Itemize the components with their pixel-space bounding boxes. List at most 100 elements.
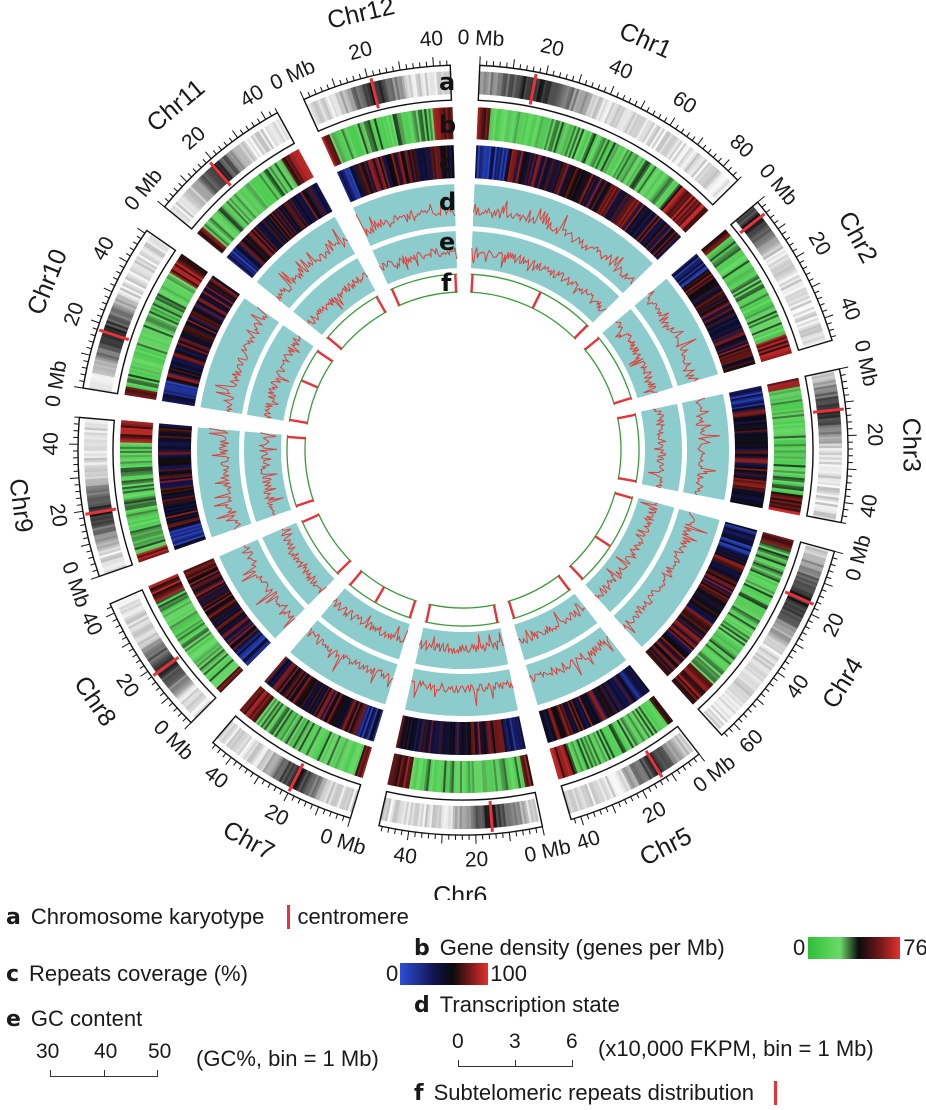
karyotype-track [478,71,735,202]
gc-line [306,272,369,325]
repeats-max: 100 [490,961,527,986]
transcription-line [472,200,635,285]
karyotype-outline [109,588,217,724]
transcription-line [307,627,394,688]
tick-label: 20 [346,37,374,65]
tick-label: 20 [465,848,489,872]
legend-d-letter: d [414,993,430,1018]
transcription-panel [256,216,356,309]
gc-panel [246,325,314,421]
subtelomeric-track [301,512,352,576]
gene-density-track [671,531,794,705]
centromere-mark [488,800,494,832]
centromere-mark [644,749,664,778]
tick-label: 0 Mb [754,160,802,211]
legend-c-letter: c [6,962,20,987]
karyotype-outline [729,201,833,352]
transcription-panel [472,184,653,294]
subtelomeric-mark [531,291,542,309]
legend-c-text: Repeats coverage (%) [29,961,248,986]
centromere-mark [528,73,538,105]
karyotype-track [735,206,827,350]
tick-label: 40 [419,27,444,52]
subtelomeric-mark [569,565,584,580]
gc-line [257,432,284,516]
track-label-c: c [439,149,453,177]
legend-f-letter: f [414,1081,424,1106]
tick-label: 20 [59,299,88,329]
tick-label: 20 [818,610,849,641]
track-label-f: f [441,269,452,297]
tx-scale-0: 0 [452,1030,464,1053]
chromosome-label: Chr6 [433,881,487,900]
legend-b-letter: b [414,936,430,961]
subtelomeric-track [568,491,634,581]
subtelomeric-mark [316,350,333,363]
transcription-line [411,679,514,706]
tx-scale-6: 6 [566,1030,578,1053]
legend-c: c Repeats coverage (%) [6,961,248,987]
gc-line [471,247,607,312]
subtelomeric-track [288,349,334,425]
subtelomeric-mark [425,604,432,623]
tick-label: 20 [639,797,670,828]
legend-b-text: Gene density (genes per Mb) [439,935,725,960]
gene-density-colorbar: 0 76 [793,935,926,961]
karyotype-track [169,117,293,226]
subtelomeric-mark [492,604,499,623]
gene-density-track [700,229,793,363]
transcription-panel [681,393,729,501]
subtelomeric-mark [390,288,401,306]
chromosome-label: Chr1 [615,17,676,65]
gc-line [263,335,302,419]
gene-density-track [239,685,373,778]
legend-f: f Subtelomeric repeats distribution [414,1080,778,1106]
subtelomeric-mark [614,492,633,500]
repeats-coverage-track [645,521,758,677]
subtelomeric-mark [573,324,589,339]
tick-label: 0 Mb [57,559,94,611]
tick-label: 40 [606,54,636,84]
gc-line [281,528,327,594]
gc-scale-50: 50 [148,1040,172,1063]
subtelomeric-track [469,273,590,340]
karyotype-track [379,797,542,830]
gc-line [379,247,458,271]
transcription-line [276,228,348,302]
legend-a-marker-text: centromere [297,904,409,929]
centromere-mark [208,161,232,187]
transcription-line [241,545,296,629]
subtelomeric-mark [408,600,417,619]
repeats-coverage-track [538,664,651,743]
tick-label: 0 Mb [41,359,71,409]
gene-density-track [124,253,208,400]
subtelomeric-track [424,603,500,627]
subtelomeric-track [326,295,388,351]
gene-density-gradient [808,937,901,959]
transcription-line [647,290,700,382]
tick-label: 0 Mb [457,26,505,51]
tick-label: 0 Mb [120,164,167,215]
karyotype-track [88,233,172,393]
karyotype-track [115,591,212,719]
repeats-coverage-track [395,715,526,755]
karyotype-outline [211,715,362,820]
chromosome-label: Chr3 [897,418,926,473]
gene-density-track [148,573,244,693]
karyotype-track [215,719,359,813]
tick-label: 40 [236,80,268,112]
transcription-line [214,306,268,413]
karyotype-outline [163,111,296,230]
chromosome-label: Chr2 [833,207,883,268]
gc-panel [262,522,335,606]
centromere-marker [286,905,290,929]
legend-f-text: Subtelomeric repeats distribution [433,1080,754,1105]
repeats-gradient [400,963,489,985]
subtelomeric-mark [326,336,343,350]
transcription-unit: (x10,000 FKPM, bin = 1 Mb) [598,1036,874,1061]
karyotype-outline [560,725,701,821]
